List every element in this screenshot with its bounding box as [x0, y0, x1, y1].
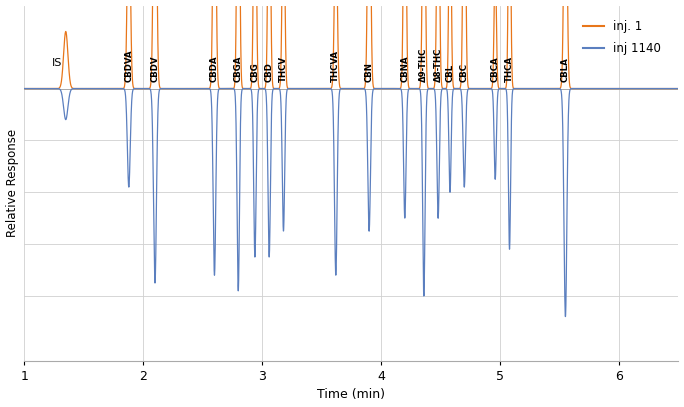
Text: Δ8-THC: Δ8-THC — [434, 48, 443, 82]
Y-axis label: Relative Response: Relative Response — [5, 129, 18, 237]
Text: THCA: THCA — [505, 56, 514, 82]
Text: IS: IS — [52, 58, 63, 68]
Text: CBD: CBD — [265, 62, 274, 82]
Text: Δ9-THC: Δ9-THC — [419, 48, 428, 82]
Text: THCV: THCV — [279, 56, 288, 82]
Text: CBNA: CBNA — [400, 56, 409, 82]
X-axis label: Time (min): Time (min) — [317, 388, 385, 401]
Text: CBG: CBG — [250, 62, 259, 82]
Text: CBL: CBL — [445, 64, 455, 82]
Text: CBN: CBN — [365, 62, 373, 82]
Text: CBDVA: CBDVA — [124, 50, 133, 82]
Text: CBDV: CBDV — [150, 56, 159, 82]
Text: CBDA: CBDA — [210, 56, 219, 82]
Text: THCVA: THCVA — [331, 50, 341, 82]
Text: CBCA: CBCA — [490, 57, 500, 82]
Legend: inj. 1, inj 1140: inj. 1, inj 1140 — [578, 15, 666, 60]
Text: CBGA: CBGA — [234, 56, 243, 82]
Text: CBC: CBC — [460, 63, 469, 82]
Text: CBLA: CBLA — [561, 57, 570, 82]
